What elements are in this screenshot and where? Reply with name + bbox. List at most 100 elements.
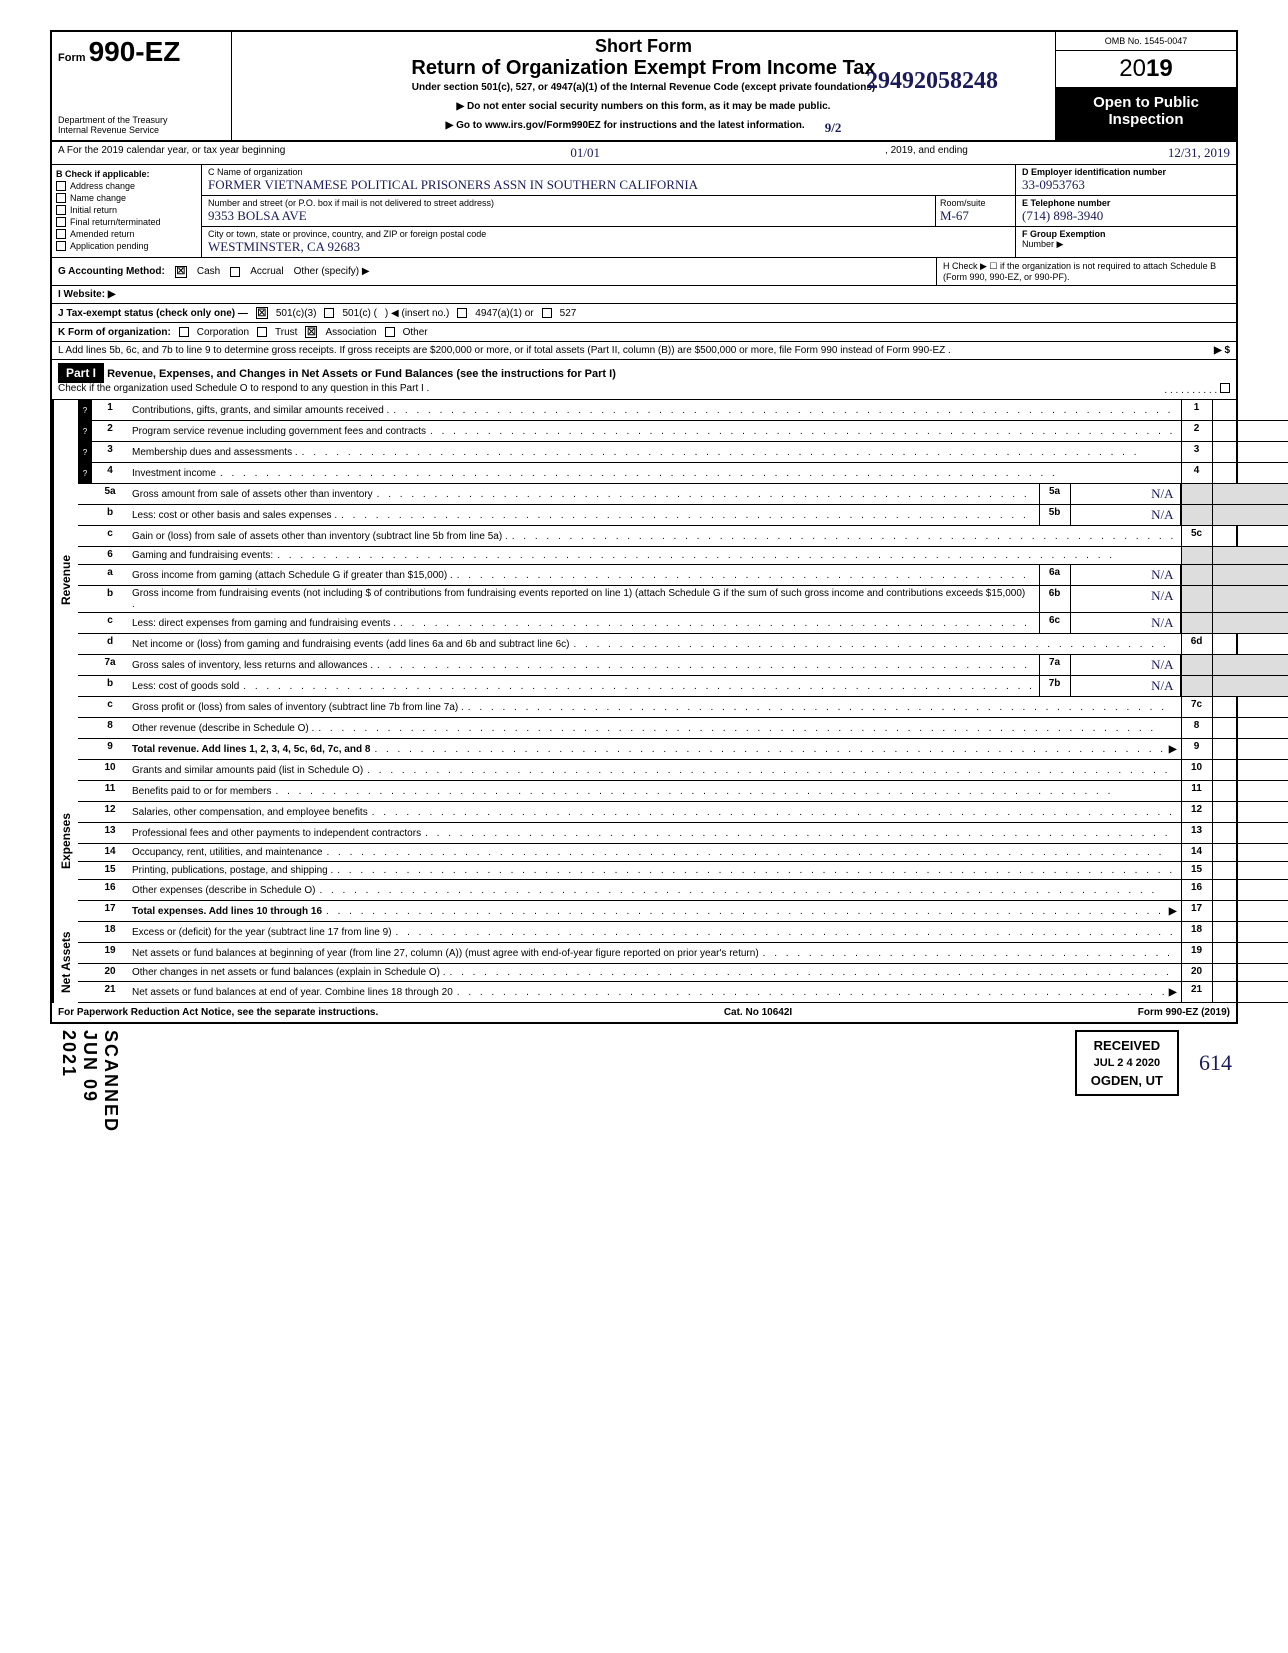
checkbox-initial-return[interactable]	[56, 205, 66, 215]
checkbox-part1-schedule-o[interactable]	[1220, 383, 1230, 393]
line-description: Program service revenue including govern…	[128, 421, 1181, 441]
line-number: 9	[92, 739, 128, 759]
checkbox-application-pending[interactable]	[56, 241, 66, 251]
checkbox-cash[interactable]: ☒	[175, 266, 187, 278]
right-line-number: 18	[1181, 922, 1213, 942]
checkbox-501c[interactable]	[324, 308, 334, 318]
mid-line-number: 6a	[1039, 565, 1071, 585]
checkbox-accrual[interactable]	[230, 267, 240, 277]
right-line-number: 7c	[1181, 697, 1213, 717]
b-amended-return: Amended return	[70, 229, 135, 239]
help-icon[interactable]: ?	[78, 400, 92, 420]
mid-line-value: N/A	[1071, 655, 1181, 675]
checkbox-527[interactable]	[542, 308, 552, 318]
line-number: c	[92, 613, 128, 633]
checkbox-association[interactable]: ☒	[305, 326, 317, 338]
help-icon[interactable]: ?	[78, 442, 92, 462]
row-l: L Add lines 5b, 6c, and 7b to line 9 to …	[52, 342, 1236, 360]
line-number: 12	[92, 802, 128, 822]
k-label: K Form of organization:	[58, 327, 171, 338]
entity-block: B Check if applicable: Address change Na…	[52, 165, 1236, 258]
mid-line-number: 5a	[1039, 484, 1071, 504]
ein: 33-0953763	[1022, 177, 1230, 193]
street-label: Number and street (or P.O. box if mail i…	[208, 198, 929, 208]
checkbox-final-return[interactable]	[56, 217, 66, 227]
line-number: 8	[92, 718, 128, 738]
f-label2: Number ▶	[1022, 239, 1230, 250]
form-990ez-container: Form 990-EZ Department of the Treasury I…	[50, 30, 1238, 1024]
right-line-value: - 0 -	[1213, 421, 1288, 441]
revenue-section-side-label: Revenue	[52, 400, 78, 760]
checkbox-name-change[interactable]	[56, 193, 66, 203]
right-line-value: 4,970	[1213, 739, 1288, 759]
line-description: Occupancy, rent, utilities, and maintena…	[128, 844, 1181, 861]
line-description: Salaries, other compensation, and employ…	[128, 802, 1181, 822]
line-description: Excess or (deficit) for the year (subtra…	[128, 922, 1181, 942]
k-association: Association	[325, 327, 376, 338]
line-description: Total expenses. Add lines 10 through 16.…	[128, 901, 1181, 921]
part1-label: Part I	[58, 363, 104, 383]
right-line-number: 12	[1181, 802, 1213, 822]
line-6c: cLess: direct expenses from gaming and f…	[78, 613, 1288, 634]
right-num-shaded	[1181, 676, 1213, 696]
checkbox-501c3[interactable]: ☒	[256, 307, 268, 319]
help-icon[interactable]: ?	[78, 421, 92, 441]
d-label: D Employer identification number	[1022, 167, 1230, 177]
inspection-box: Open to Public Inspection	[1056, 88, 1236, 140]
line-number: 7a	[92, 655, 128, 675]
net-assets-section-side-label: Net Assets	[52, 922, 78, 1003]
g-other: Other (specify) ▶	[294, 266, 370, 277]
right-line-number: 10	[1181, 760, 1213, 780]
mid-line-value: N/A	[1071, 613, 1181, 633]
b-name-change: Name change	[70, 193, 126, 203]
g-label: G Accounting Method:	[58, 266, 165, 277]
line-number: b	[92, 676, 128, 696]
line-number: 16	[92, 880, 128, 900]
checkbox-address-change[interactable]	[56, 181, 66, 191]
line-15: 15Printing, publications, postage, and s…	[78, 862, 1288, 880]
right-line-value: N/A	[1213, 802, 1288, 822]
line-number: 18	[92, 922, 128, 942]
right-line-number: 8	[1181, 718, 1213, 738]
line-13: 13Professional fees and other payments t…	[78, 823, 1288, 844]
right-line-value: N/A	[1213, 760, 1288, 780]
right-val-shaded	[1213, 613, 1288, 633]
checkbox-other[interactable]	[385, 327, 395, 337]
row-a-text: A For the 2019 calendar year, or tax yea…	[58, 145, 285, 161]
part1-sub: Check if the organization used Schedule …	[58, 383, 429, 394]
top-handwritten-number: 29492058248	[866, 68, 998, 95]
line-number: 3	[92, 442, 128, 462]
street-address: 9353 BOLSA AVE	[208, 208, 929, 224]
line-number: 17	[92, 901, 128, 921]
mid-line-number: 6c	[1039, 613, 1071, 633]
room-label: Room/suite	[940, 198, 1011, 208]
line-description: Gross income from fundraising events (no…	[128, 586, 1039, 612]
line-7a: 7aGross sales of inventory, less returns…	[78, 655, 1288, 676]
mid-line-value: N/A	[1071, 676, 1181, 696]
gh-row: G Accounting Method: ☒Cash Accrual Other…	[52, 258, 1236, 286]
received-label: RECEIVED	[1091, 1038, 1163, 1053]
line-description: Professional fees and other payments to …	[128, 823, 1181, 843]
line-description: Investment income. . . . . . . . . . . .…	[128, 463, 1181, 483]
mid-line-value: N/A	[1071, 505, 1181, 525]
right-line-value: N/A	[1213, 634, 1288, 654]
help-icon[interactable]: ?	[78, 463, 92, 483]
org-name: FORMER VIETNAMESE POLITICAL PRISONERS AS…	[208, 177, 1009, 193]
checkbox-corporation[interactable]	[179, 327, 189, 337]
right-num-shaded	[1181, 565, 1213, 585]
inspection-label: Inspection	[1062, 111, 1230, 128]
line-17: 17Total expenses. Add lines 10 through 1…	[78, 901, 1288, 922]
checkbox-4947[interactable]	[457, 308, 467, 318]
checkbox-amended-return[interactable]	[56, 229, 66, 239]
footer-left: For Paperwork Reduction Act Notice, see …	[58, 1007, 378, 1018]
right-val-shaded	[1213, 505, 1288, 525]
arrow-line-2: ▶ Go to www.irs.gov/Form990EZ for instru…	[446, 120, 805, 136]
header-right: OMB No. 1545-0047 2019 Open to Public In…	[1056, 32, 1236, 140]
right-line-number: 13	[1181, 823, 1213, 843]
received-date: JUL 2 4 2020	[1091, 1057, 1163, 1069]
line-18: 18Excess or (deficit) for the year (subt…	[78, 922, 1288, 943]
checkbox-trust[interactable]	[257, 327, 267, 337]
scanned-stamp: SCANNED JUN 09 2021	[58, 1030, 121, 1133]
line-5a: 5aGross amount from sale of assets other…	[78, 484, 1288, 505]
right-line-value: N/A	[1213, 697, 1288, 717]
